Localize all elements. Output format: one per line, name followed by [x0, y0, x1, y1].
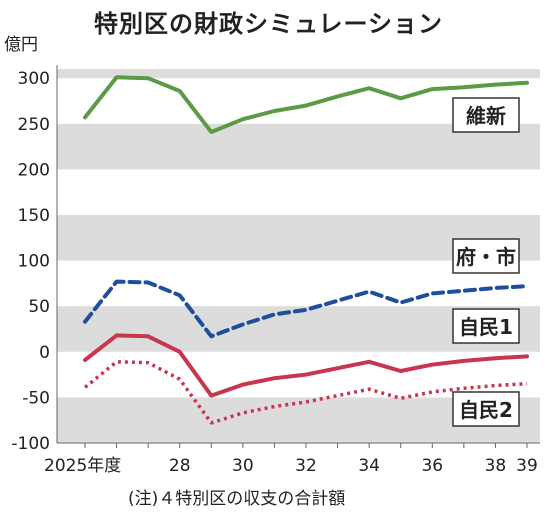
legend-label: 府・市: [456, 245, 516, 269]
x-tick-label: 32: [295, 456, 317, 476]
y-tick-label: -100: [11, 434, 50, 454]
y-tick-label: 300: [18, 69, 50, 89]
chart-title: 特別区の財政シミュレーション: [94, 10, 444, 38]
x-tick-label: 2025年度: [44, 456, 121, 476]
legend-label: 自民1: [459, 315, 513, 339]
x-tick-label: 38: [485, 456, 507, 476]
series-line-4: [83, 360, 528, 425]
series-line-2: [83, 279, 529, 339]
footnote: (注)４特別区の収支の合計額: [128, 489, 346, 509]
legend-label: 維新: [466, 104, 506, 128]
grid-band: [57, 69, 540, 79]
y-tick-label: 100: [18, 252, 50, 272]
legend-box: [452, 97, 520, 133]
y-tick-label: 50: [28, 297, 50, 317]
y-tick-label: 200: [18, 160, 50, 180]
x-tick-label: 36: [421, 456, 443, 476]
legend-label: 自民2: [459, 398, 513, 422]
legend-box: [452, 391, 520, 427]
x-tick-label: 28: [169, 456, 191, 476]
legend-box: [452, 238, 520, 274]
x-tick-label: 34: [358, 456, 380, 476]
y-tick-label: 250: [18, 115, 50, 135]
y-tick-label: 150: [18, 206, 50, 226]
series-line-3: [83, 333, 529, 398]
x-tick-label: 39: [516, 456, 538, 476]
y-axis-unit: 億円: [4, 35, 38, 55]
series-line-1: [83, 75, 529, 134]
y-tick-label: 0: [39, 343, 50, 363]
y-tick-label: -50: [22, 388, 50, 408]
x-tick-label: 30: [232, 456, 254, 476]
legend-box: [452, 308, 520, 344]
